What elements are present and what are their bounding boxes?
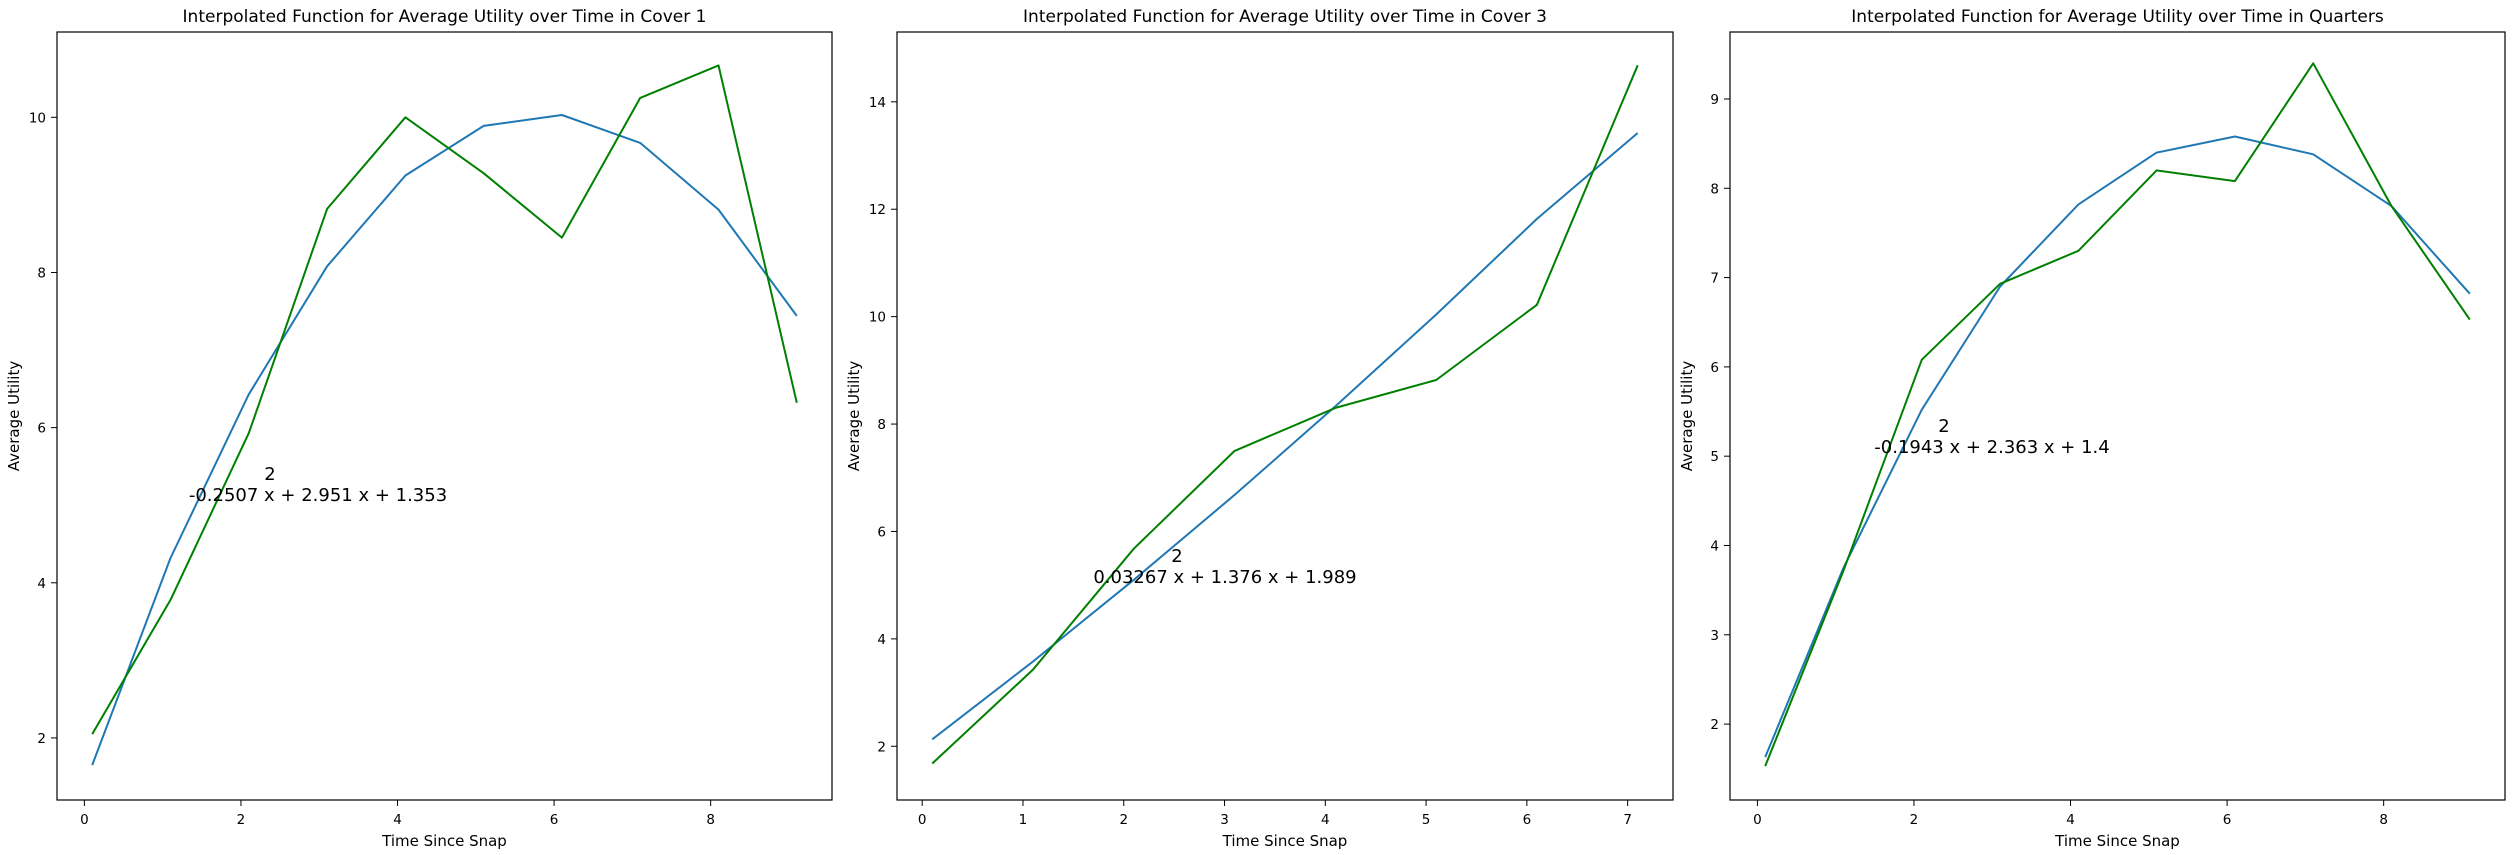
- x-tick-label: 0: [1753, 812, 1762, 828]
- series-line-fit: [1764, 135, 2471, 758]
- equation-label: -0.2507 x + 2.951 x + 1.353: [189, 485, 447, 506]
- y-tick-label: 6: [1710, 360, 1719, 376]
- y-tick-label: 10: [29, 110, 46, 126]
- series-line-data: [931, 64, 1639, 765]
- plot-frame: [896, 31, 1674, 801]
- x-tick-label: 2: [237, 812, 246, 828]
- x-axis-label: Time Since Snap: [1222, 832, 1348, 850]
- series-line-fit: [931, 132, 1639, 741]
- y-tick-label: 8: [1710, 181, 1719, 197]
- equation-label: 0.03267 x + 1.376 x + 1.989: [1093, 567, 1356, 588]
- equation-exponent: 2: [1938, 416, 1949, 437]
- y-tick-label: 8: [877, 417, 886, 433]
- chart-title: Interpolated Function for Average Utilit…: [183, 7, 707, 27]
- x-axis-label: Time Since Snap: [381, 832, 507, 850]
- y-tick-label: 2: [1710, 717, 1719, 733]
- chart-panel-2: Interpolated Function for Average Utilit…: [845, 7, 1674, 850]
- x-tick-label: 2: [1119, 812, 1128, 828]
- y-tick-label: 4: [1710, 538, 1719, 554]
- y-tick-label: 6: [37, 421, 46, 437]
- chart-panel-3: Interpolated Function for Average Utilit…: [1678, 7, 2506, 850]
- x-tick-label: 8: [706, 812, 715, 828]
- equation-exponent: 2: [1171, 546, 1182, 567]
- x-tick-label: 2: [1910, 812, 1919, 828]
- x-tick-label: 5: [1422, 812, 1431, 828]
- y-tick-label: 2: [37, 731, 46, 747]
- y-tick-label: 12: [869, 202, 886, 218]
- x-tick-label: 6: [550, 812, 559, 828]
- y-axis-label: Average Utility: [5, 361, 23, 472]
- x-tick-label: 0: [80, 812, 89, 828]
- x-tick-label: 8: [2379, 812, 2388, 828]
- y-tick-label: 2: [877, 739, 886, 755]
- series-line-data: [1764, 62, 2471, 767]
- x-tick-label: 4: [2066, 812, 2075, 828]
- y-tick-label: 7: [1710, 271, 1719, 287]
- x-tick-label: 6: [2223, 812, 2232, 828]
- x-tick-label: 1: [1019, 812, 1028, 828]
- y-tick-label: 5: [1710, 449, 1719, 465]
- y-tick-label: 6: [877, 524, 886, 540]
- y-tick-label: 4: [877, 632, 886, 648]
- equation-label: -0.1943 x + 2.363 x + 1.4: [1874, 437, 2109, 458]
- y-tick-label: 3: [1710, 628, 1719, 644]
- series-line-data: [91, 64, 798, 735]
- x-tick-label: 3: [1220, 812, 1229, 828]
- y-axis-label: Average Utility: [845, 361, 863, 472]
- chart-title: Interpolated Function for Average Utilit…: [1023, 7, 1547, 27]
- equation-exponent: 2: [264, 464, 275, 485]
- x-axis-label: Time Since Snap: [2054, 832, 2180, 850]
- y-tick-label: 4: [37, 576, 46, 592]
- y-axis-label: Average Utility: [1678, 361, 1696, 472]
- plot-frame: [56, 31, 833, 801]
- chart-panel-1: Interpolated Function for Average Utilit…: [5, 7, 833, 850]
- x-tick-label: 4: [393, 812, 402, 828]
- y-tick-label: 8: [37, 265, 46, 281]
- x-tick-label: 7: [1623, 812, 1632, 828]
- x-tick-label: 4: [1321, 812, 1330, 828]
- y-tick-label: 14: [869, 95, 886, 111]
- x-tick-label: 6: [1523, 812, 1532, 828]
- y-tick-label: 9: [1710, 92, 1719, 108]
- y-tick-label: 10: [869, 310, 886, 326]
- x-tick-label: 0: [918, 812, 927, 828]
- chart-title: Interpolated Function for Average Utilit…: [1851, 7, 2384, 27]
- plot-frame: [1729, 31, 2506, 801]
- series-line-fit: [91, 114, 798, 766]
